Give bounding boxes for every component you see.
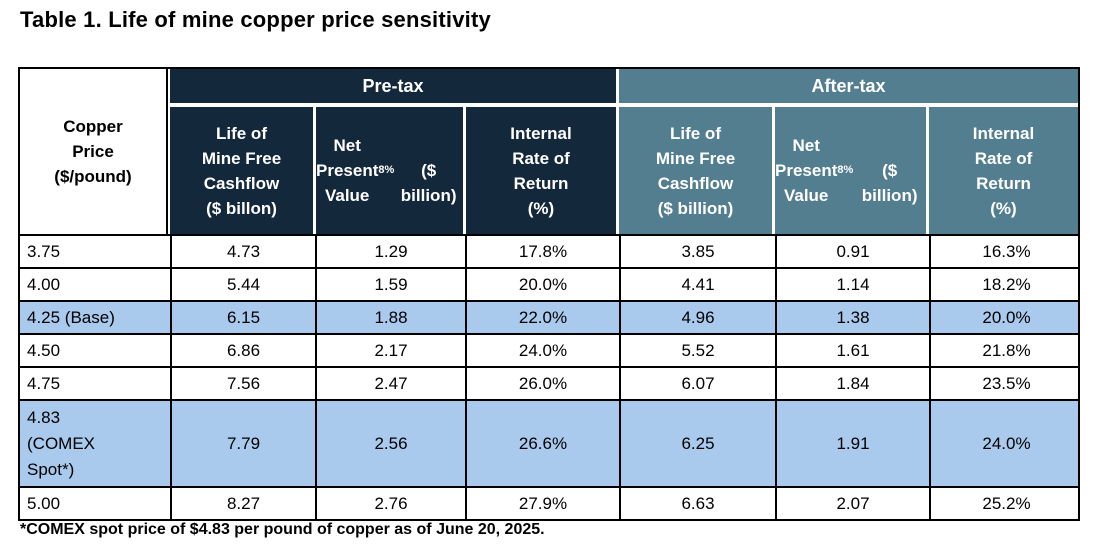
column-header-aftertax-cashflow: Life of Mine Free Cashflow ($ billion) bbox=[616, 107, 772, 234]
value-cell: 4.41 bbox=[619, 269, 775, 300]
value-cell: 1.88 bbox=[315, 302, 465, 333]
table-row: 4.50 6.86 2.17 24.0% 5.52 1.61 21.8% bbox=[20, 333, 1078, 366]
value-cell: 1.61 bbox=[775, 335, 929, 366]
page-title: Table 1. Life of mine copper price sensi… bbox=[20, 7, 491, 32]
price-cell: 4.50 bbox=[27, 340, 61, 360]
value-cell: 3.85 bbox=[619, 236, 775, 267]
column-header-pretax-npv: Net Present Value 8% ($ billion) bbox=[313, 107, 463, 234]
value-cell: 1.38 bbox=[775, 302, 929, 333]
value-cell: 2.47 bbox=[315, 368, 465, 399]
value-cell: 18.2% bbox=[929, 269, 1082, 300]
value-cell: 6.63 bbox=[619, 488, 775, 519]
value-cell: 16.3% bbox=[929, 236, 1082, 267]
value-cell: 7.56 bbox=[170, 368, 315, 399]
value-cell: 8.27 bbox=[170, 488, 315, 519]
value-cell: 6.15 bbox=[170, 302, 315, 333]
price-cell: 3.75 bbox=[27, 241, 61, 261]
column-header-aftertax-irr: Internal Rate of Return (%) bbox=[926, 107, 1078, 234]
npv-label: Net Present Value bbox=[775, 136, 838, 205]
price-cell: 4.00 bbox=[27, 274, 61, 294]
value-cell: 1.59 bbox=[315, 269, 465, 300]
value-cell: 24.0% bbox=[465, 335, 619, 366]
table-row: 3.75 4.73 1.29 17.8% 3.85 0.91 16.3% bbox=[20, 234, 1078, 267]
value-cell: 23.5% bbox=[929, 368, 1082, 399]
table-row: 5.00 8.27 2.76 27.9% 6.63 2.07 25.2% bbox=[20, 486, 1078, 519]
npv-unit: ($ billion) bbox=[400, 161, 457, 205]
aftertax-group-header: After-tax bbox=[616, 69, 1078, 103]
sensitivity-table: Copper Price ($/pound) Pre-tax After-tax… bbox=[18, 67, 1080, 521]
value-cell: 4.96 bbox=[619, 302, 775, 333]
value-cell: 27.9% bbox=[465, 488, 619, 519]
value-cell: 6.25 bbox=[619, 401, 775, 486]
value-cell: 20.0% bbox=[465, 269, 619, 300]
column-header-pretax-irr: Internal Rate of Return (%) bbox=[463, 107, 616, 234]
npv-unit: ($ billion) bbox=[861, 161, 918, 205]
column-header-aftertax-npv: Net Present Value 8% ($ billion) bbox=[772, 107, 926, 234]
table-body: 3.75 4.73 1.29 17.8% 3.85 0.91 16.3% 4.0… bbox=[20, 234, 1078, 519]
price-cell: 4.83 (COMEX Spot*) bbox=[27, 407, 95, 479]
price-cell: 5.00 bbox=[27, 493, 61, 513]
table-row: 4.00 5.44 1.59 20.0% 4.41 1.14 18.2% bbox=[20, 267, 1078, 300]
value-cell: 1.29 bbox=[315, 236, 465, 267]
column-header-pretax-cashflow: Life of Mine Free Cashflow ($ billon) bbox=[168, 107, 313, 234]
value-cell: 25.2% bbox=[929, 488, 1082, 519]
value-cell: 4.73 bbox=[170, 236, 315, 267]
header-separator bbox=[168, 103, 1078, 107]
column-header-row: Life of Mine Free Cashflow ($ billon) Ne… bbox=[168, 107, 1078, 234]
table-row-comex-spot: 4.83 (COMEX Spot*) 7.79 2.56 26.6% 6.25 … bbox=[20, 399, 1078, 486]
value-cell: 0.91 bbox=[775, 236, 929, 267]
value-cell: 5.44 bbox=[170, 269, 315, 300]
value-cell: 5.52 bbox=[619, 335, 775, 366]
value-cell: 2.76 bbox=[315, 488, 465, 519]
value-cell: 2.56 bbox=[315, 401, 465, 486]
header-right: Pre-tax After-tax Life of Mine Free Cash… bbox=[168, 69, 1078, 234]
price-cell: 4.75 bbox=[27, 373, 61, 393]
npv-label: Net Present Value bbox=[316, 136, 379, 205]
group-header-row: Pre-tax After-tax bbox=[168, 69, 1078, 103]
price-cell: 4.25 (Base) bbox=[27, 307, 115, 327]
value-cell: 2.07 bbox=[775, 488, 929, 519]
value-cell: 6.07 bbox=[619, 368, 775, 399]
corner-header-copper-price: Copper Price ($/pound) bbox=[20, 69, 168, 234]
value-cell: 6.86 bbox=[170, 335, 315, 366]
value-cell: 24.0% bbox=[929, 401, 1082, 486]
value-cell: 21.8% bbox=[929, 335, 1082, 366]
npv-discount-subscript: 8% bbox=[837, 164, 854, 176]
value-cell: 7.79 bbox=[170, 401, 315, 486]
value-cell: 22.0% bbox=[465, 302, 619, 333]
table-header: Copper Price ($/pound) Pre-tax After-tax… bbox=[20, 69, 1078, 234]
value-cell: 1.84 bbox=[775, 368, 929, 399]
pretax-group-header: Pre-tax bbox=[168, 69, 616, 103]
value-cell: 26.0% bbox=[465, 368, 619, 399]
value-cell: 26.6% bbox=[465, 401, 619, 486]
footnote: *COMEX spot price of $4.83 per pound of … bbox=[20, 521, 545, 538]
value-cell: 20.0% bbox=[929, 302, 1082, 333]
table-row-base-case: 4.25 (Base) 6.15 1.88 22.0% 4.96 1.38 20… bbox=[20, 300, 1078, 333]
npv-discount-subscript: 8% bbox=[378, 164, 395, 176]
value-cell: 1.14 bbox=[775, 269, 929, 300]
value-cell: 17.8% bbox=[465, 236, 619, 267]
table-row: 4.75 7.56 2.47 26.0% 6.07 1.84 23.5% bbox=[20, 366, 1078, 399]
value-cell: 2.17 bbox=[315, 335, 465, 366]
value-cell: 1.91 bbox=[775, 401, 929, 486]
